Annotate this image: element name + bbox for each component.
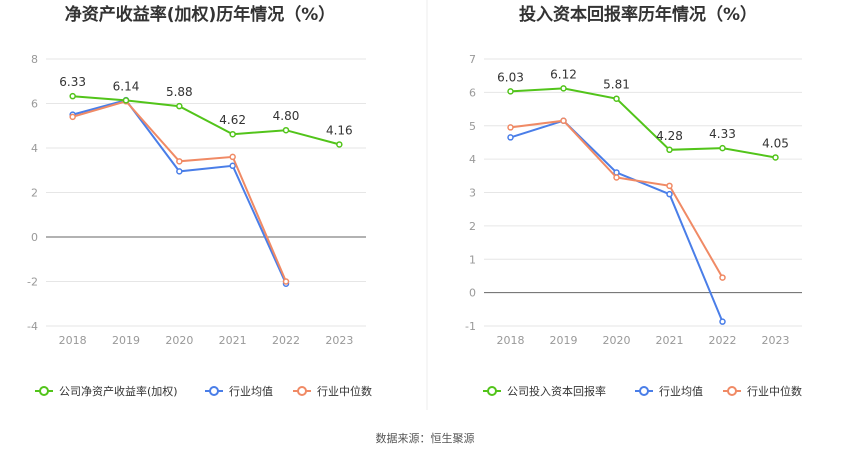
roic-y-tick-label: 0 <box>469 287 476 300</box>
roe-y-tick-label: -2 <box>27 276 38 289</box>
roe-legend-label: 行业均值 <box>229 385 273 398</box>
roic-y-tick-label: 5 <box>469 120 476 133</box>
roic-data-point[interactable] <box>666 190 673 198</box>
roe-data-point[interactable] <box>176 158 183 165</box>
roic-data-point[interactable] <box>560 85 567 92</box>
roic-legend-marker-icon <box>487 386 497 396</box>
roe-legend-item-0[interactable]: 公司净资产收益率(加权) <box>35 384 178 398</box>
roic-y-tick-label: 6 <box>469 86 476 99</box>
roic-legend-item-0[interactable]: 公司投入资本回报率 <box>483 384 606 398</box>
roe-data-point[interactable] <box>69 92 76 100</box>
roic-data-point[interactable] <box>507 134 514 141</box>
roe-data-point[interactable] <box>282 278 290 285</box>
roic-legend-label: 行业中位数 <box>747 384 802 398</box>
roe-data-point[interactable] <box>336 141 343 148</box>
roe-data-point[interactable] <box>229 153 236 161</box>
roe-data-point[interactable] <box>69 113 76 121</box>
roic-data-label: 5.81 <box>603 78 630 92</box>
roic-data-point[interactable] <box>613 174 620 181</box>
roic-y-tick-label: 2 <box>469 220 476 233</box>
roic-data-point[interactable] <box>719 318 726 325</box>
roic-x-tick-label: 2021 <box>656 334 684 347</box>
roic-legend-item-1[interactable]: 行业均值 <box>635 385 703 398</box>
roic-data-point[interactable] <box>507 124 514 131</box>
roic-data-label: 4.33 <box>709 127 736 141</box>
roe-legend-item-1[interactable]: 行业均值 <box>205 385 273 398</box>
roe-chart-title: 净资产收益率(加权)历年情况（%） <box>65 4 336 25</box>
roe-y-tick-label: 4 <box>31 142 38 155</box>
roic-data-point[interactable] <box>507 88 514 95</box>
roe-legend-marker-icon <box>39 386 49 396</box>
roe-legend-marker-icon <box>297 386 307 396</box>
roe-series-line-1 <box>72 99 287 285</box>
roe-data-point[interactable] <box>229 130 236 138</box>
roic-y-tick-label: -1 <box>465 320 476 333</box>
roe-y-tick-label: -4 <box>27 320 38 333</box>
roe-y-tick-label: 6 <box>31 98 38 111</box>
roic-data-point[interactable] <box>613 95 620 102</box>
roe-data-point[interactable] <box>122 97 130 104</box>
roe-legend-item-2[interactable]: 行业中位数 <box>293 384 372 398</box>
roic-data-label: 4.05 <box>762 136 789 150</box>
roe-legend-label: 公司净资产收益率(加权) <box>59 384 178 398</box>
roe-data-point[interactable] <box>176 102 183 110</box>
roic-data-point[interactable] <box>772 154 779 161</box>
roe-series-line-0 <box>72 95 340 146</box>
roic-legend-item-2[interactable]: 行业中位数 <box>723 384 802 398</box>
roic-legend-marker-icon <box>639 386 649 396</box>
roic-x-tick-label: 2020 <box>603 334 631 347</box>
roe-legend-marker-icon <box>209 386 219 396</box>
roic-data-point[interactable] <box>560 117 567 124</box>
roic-data-label: 6.03 <box>497 70 524 84</box>
roe-data-point[interactable] <box>282 126 290 134</box>
roic-legend-label: 公司投入资本回报率 <box>507 384 606 398</box>
roic-data-point[interactable] <box>719 274 726 281</box>
roe-chart: 净资产收益率(加权)历年情况（%） -4 -2 0 2 4 6 8 2018 2019 2020 2… <box>27 4 372 398</box>
roic-y-tick-label: 1 <box>469 253 476 266</box>
roic-chart-title: 投入资本回报率历年情况（%） <box>519 4 757 25</box>
roic-x-tick-label: 2019 <box>550 334 578 347</box>
roe-series-line-2 <box>72 100 287 282</box>
roe-data-label: 5.88 <box>166 85 193 99</box>
roe-legend-label: 行业中位数 <box>317 384 372 398</box>
roe-x-tick-label: 2018 <box>59 334 87 347</box>
roic-data-point[interactable] <box>666 146 673 154</box>
roic-y-tick-label: 3 <box>469 187 476 200</box>
roe-y-tick-label: 0 <box>31 231 38 244</box>
roe-data-label: 4.62 <box>219 113 246 127</box>
roe-x-tick-label: 2022 <box>272 334 300 347</box>
roe-data-label: 4.80 <box>273 109 300 123</box>
data-source-note: 数据来源：恒生聚源 <box>375 432 475 445</box>
roe-y-tick-label: 2 <box>31 187 38 200</box>
roic-legend-label: 行业均值 <box>659 385 703 398</box>
roic-chart: 投入资本回报率历年情况（%） -1 0 1 2 3 4 5 6 7 2018 2019 2020 202… <box>465 4 802 398</box>
roe-x-tick-label: 2023 <box>325 334 353 347</box>
roe-data-point[interactable] <box>229 162 236 170</box>
roic-x-tick-label: 2022 <box>709 334 737 347</box>
roe-data-label: 4.16 <box>326 123 353 137</box>
roic-x-tick-label: 2018 <box>497 334 525 347</box>
roe-data-label: 6.33 <box>59 75 86 89</box>
roic-data-point[interactable] <box>666 182 673 190</box>
roe-y-tick-label: 8 <box>31 53 38 66</box>
roic-y-tick-label: 4 <box>469 153 476 166</box>
roic-data-label: 6.12 <box>550 67 577 81</box>
roe-x-tick-label: 2021 <box>219 334 247 347</box>
roe-data-point[interactable] <box>176 168 183 175</box>
roic-series-line-0 <box>510 87 776 159</box>
roic-series-line-2 <box>510 119 724 279</box>
roic-y-tick-label: 7 <box>469 53 476 66</box>
roe-x-tick-label: 2019 <box>112 334 140 347</box>
roic-legend-marker-icon <box>727 386 737 396</box>
roic-data-point[interactable] <box>719 144 726 152</box>
roic-data-label: 4.28 <box>656 129 683 143</box>
roe-x-tick-label: 2020 <box>165 334 193 347</box>
roic-x-tick-label: 2023 <box>762 334 790 347</box>
roe-data-label: 6.14 <box>113 79 140 93</box>
